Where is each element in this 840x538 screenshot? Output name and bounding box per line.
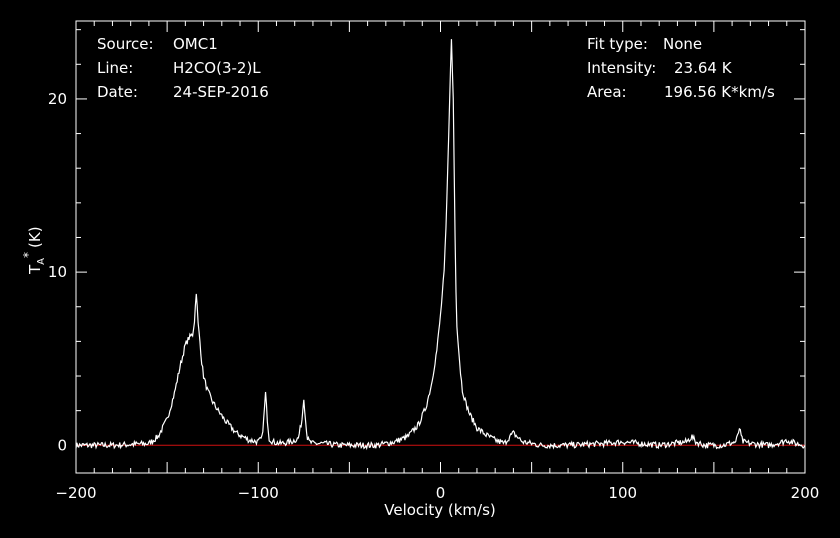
line-label: Line: xyxy=(97,59,133,77)
source-value: OMC1 xyxy=(173,35,218,53)
area-value: 196.56 K*km/s xyxy=(664,83,775,101)
y-axis-label: TA* (K) xyxy=(21,226,47,275)
spectrum-series-line xyxy=(75,39,806,451)
y-axis-label-sub: A xyxy=(36,258,47,265)
fit-type-label: Fit type: xyxy=(587,35,648,53)
x-tick-label: −100 xyxy=(238,484,279,502)
date-value: 24-SEP-2016 xyxy=(173,83,269,101)
y-axis-label-unit: (K) xyxy=(26,226,44,248)
x-tick-label: 0 xyxy=(436,484,446,502)
x-tick-label: 100 xyxy=(608,484,637,502)
x-tick-label: 200 xyxy=(791,484,820,502)
svg-text:TA*(K): TA* (K) xyxy=(21,226,47,275)
axis-ticks: −200 −100 0 100 200 0 10 20 xyxy=(48,21,819,502)
line-value: H2CO(3-2)L xyxy=(173,59,261,77)
x-axis-label: Velocity (km/s) xyxy=(384,501,495,519)
y-tick-label: 0 xyxy=(57,436,67,454)
fit-type-value: None xyxy=(663,35,702,53)
y-axis-label-sup: * xyxy=(21,252,35,258)
y-tick-label: 10 xyxy=(48,263,67,281)
source-label: Source: xyxy=(97,35,154,53)
y-axis-label-main: T xyxy=(26,264,44,275)
y-tick-label: 20 xyxy=(48,90,67,108)
x-tick-label: −200 xyxy=(55,484,96,502)
intensity-label: Intensity: xyxy=(587,59,656,77)
area-label: Area: xyxy=(587,83,627,101)
date-label: Date: xyxy=(97,83,138,101)
intensity-value: 23.64 K xyxy=(674,59,733,77)
